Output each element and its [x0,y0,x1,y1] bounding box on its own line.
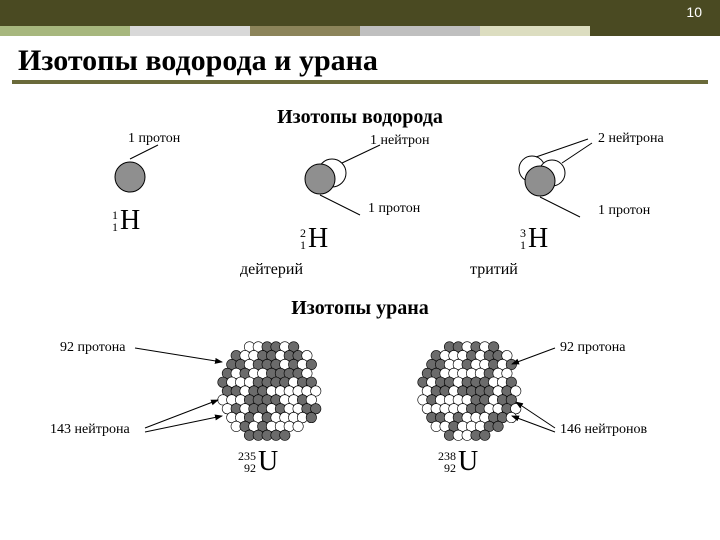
tritium-proton-label: 1 протон [598,203,650,219]
z: 1 [112,221,118,233]
protium-symbol: 11 H [112,207,140,235]
elem: H [120,207,140,235]
tritium-graphic [480,133,650,243]
deuterium-proton-label: 1 протон [368,201,420,217]
z: 1 [300,239,306,251]
u235-neutron-label: 143 нейтрона [50,422,130,438]
u235-proton-label: 92 протона [60,340,125,356]
deuterium-name: дейтерий [240,261,303,279]
page-title: Изотопы водорода и урана [0,36,720,80]
elem: H [308,225,328,253]
top-bar: 10 [0,0,720,26]
slide-number: 10 [686,4,702,20]
tritium-symbol: 31 H [520,225,548,253]
content: Изотопы водорода 1 протон 11 H 1 нейтрон… [0,106,720,500]
z: 1 [520,239,526,251]
ribbon [0,26,720,36]
u238-symbol: 23892 U [438,448,478,476]
u238-neutron-label: 146 нейтронов [560,422,647,438]
hydrogen-diagram-area: 1 протон 11 H 1 нейтрон 1 протон 21 H де… [0,129,720,289]
title-underline [12,80,708,84]
z: 92 [444,462,456,474]
u235-cluster [200,324,340,464]
tritium-neutron-label: 2 нейтрона [598,131,664,147]
hydrogen-section-title: Изотопы водорода [0,106,720,129]
deuterium-neutron-label: 1 нейтрон [370,133,429,149]
deuterium-graphic [270,133,430,243]
u238-cluster [400,324,540,464]
u235-symbol: 23592 U [238,448,278,476]
deuterium-symbol: 21 H [300,225,328,253]
protium-proton-label: 1 протон [128,131,180,147]
elem: H [528,225,548,253]
z: 92 [244,462,256,474]
tritium-name: тритий [470,261,518,279]
elem: U [258,448,278,476]
elem: U [458,448,478,476]
u238-proton-label: 92 протона [560,340,625,356]
uranium-section-title: Изотопы урана [0,297,720,320]
uranium-diagram-area: 92 протона 92 протона 143 нейтрона 146 н… [0,320,720,500]
